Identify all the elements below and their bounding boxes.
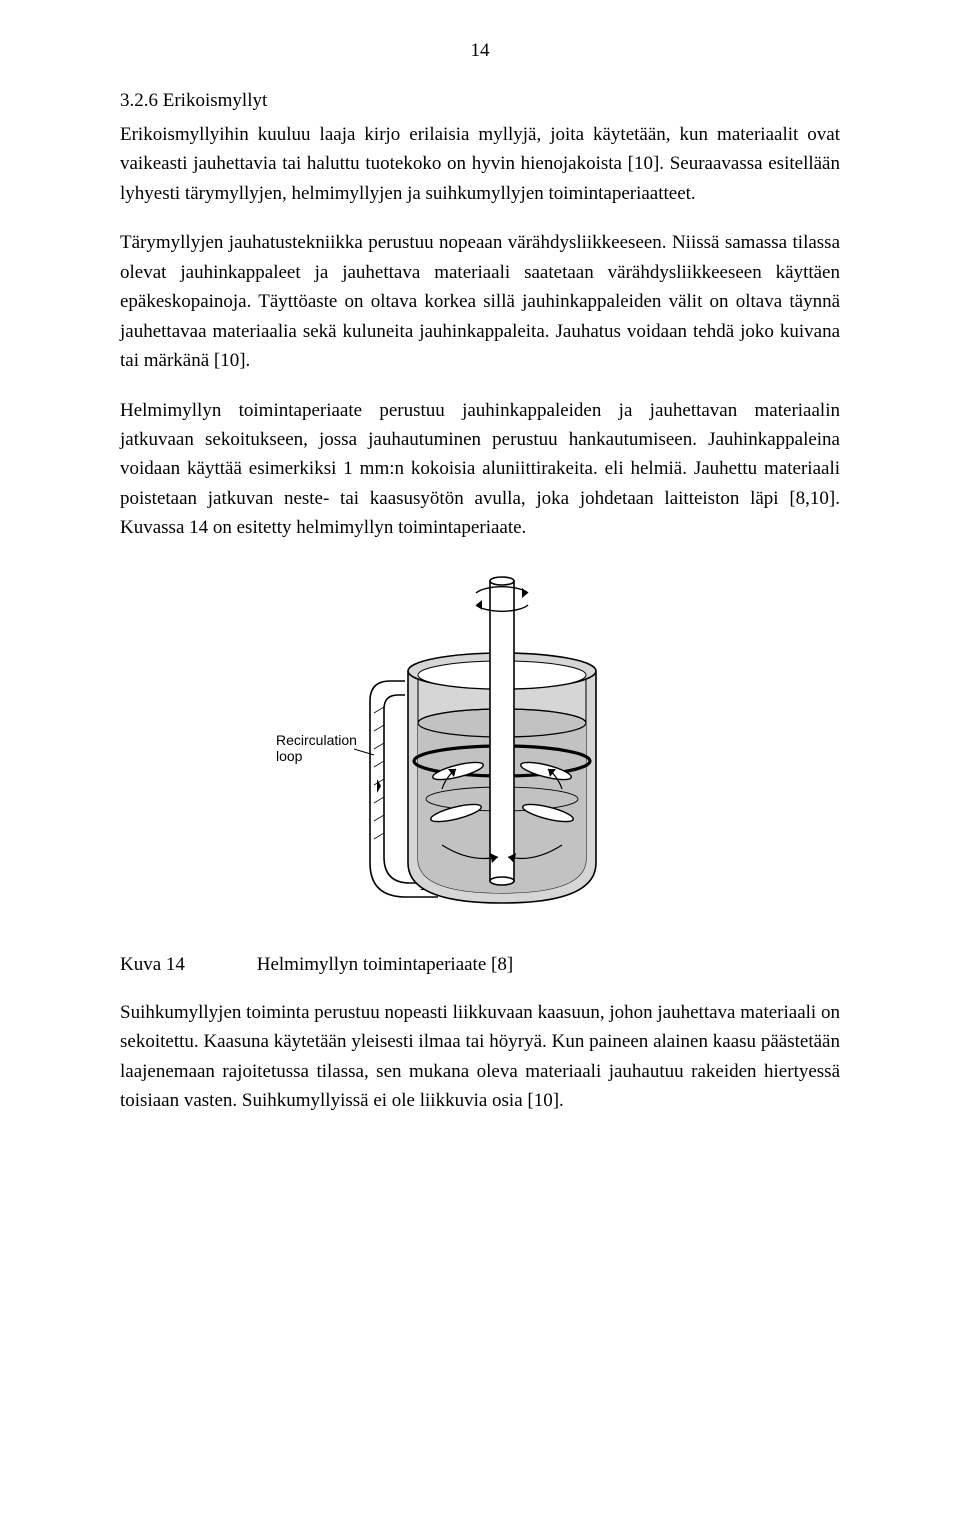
page: 14 3.2.6 Erikoismyllyt Erikoismyllyihin … xyxy=(0,0,960,1528)
bead-mill-diagram: Recirculation loop xyxy=(270,563,690,923)
figure-caption-text: Helmimyllyn toimintaperiaate [8] xyxy=(257,954,513,975)
paragraph-4: Suihkumyllyjen toiminta perustuu nopeast… xyxy=(120,998,840,1116)
section-heading: 3.2.6 Erikoismyllyt xyxy=(120,90,840,112)
shaft xyxy=(490,577,514,885)
page-number: 14 xyxy=(120,40,840,62)
recirculation-label-line1: Recirculation xyxy=(276,732,357,748)
recirculation-label: Recirculation loop xyxy=(276,732,374,764)
figure-caption: Kuva 14 Helmimyllyn toimintaperiaate [8] xyxy=(120,954,840,976)
paragraph-1: Erikoismyllyihin kuuluu laaja kirjo eril… xyxy=(120,120,840,208)
recirculation-label-line2: loop xyxy=(276,748,303,764)
figure-caption-prefix: Kuva 14 xyxy=(120,954,252,976)
paragraph-3: Helmimyllyn toimintaperiaate perustuu ja… xyxy=(120,396,840,543)
figure-bead-mill: Recirculation loop xyxy=(120,563,840,928)
paragraph-2: Tärymyllyjen jauhatustekniikka perustuu … xyxy=(120,228,840,375)
